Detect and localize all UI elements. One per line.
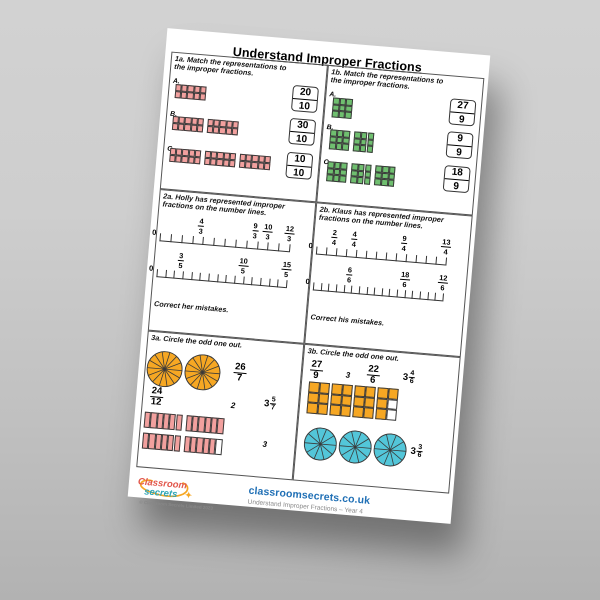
svg-text:✦: ✦ <box>185 490 194 501</box>
svg-text:secrets: secrets <box>144 486 178 500</box>
